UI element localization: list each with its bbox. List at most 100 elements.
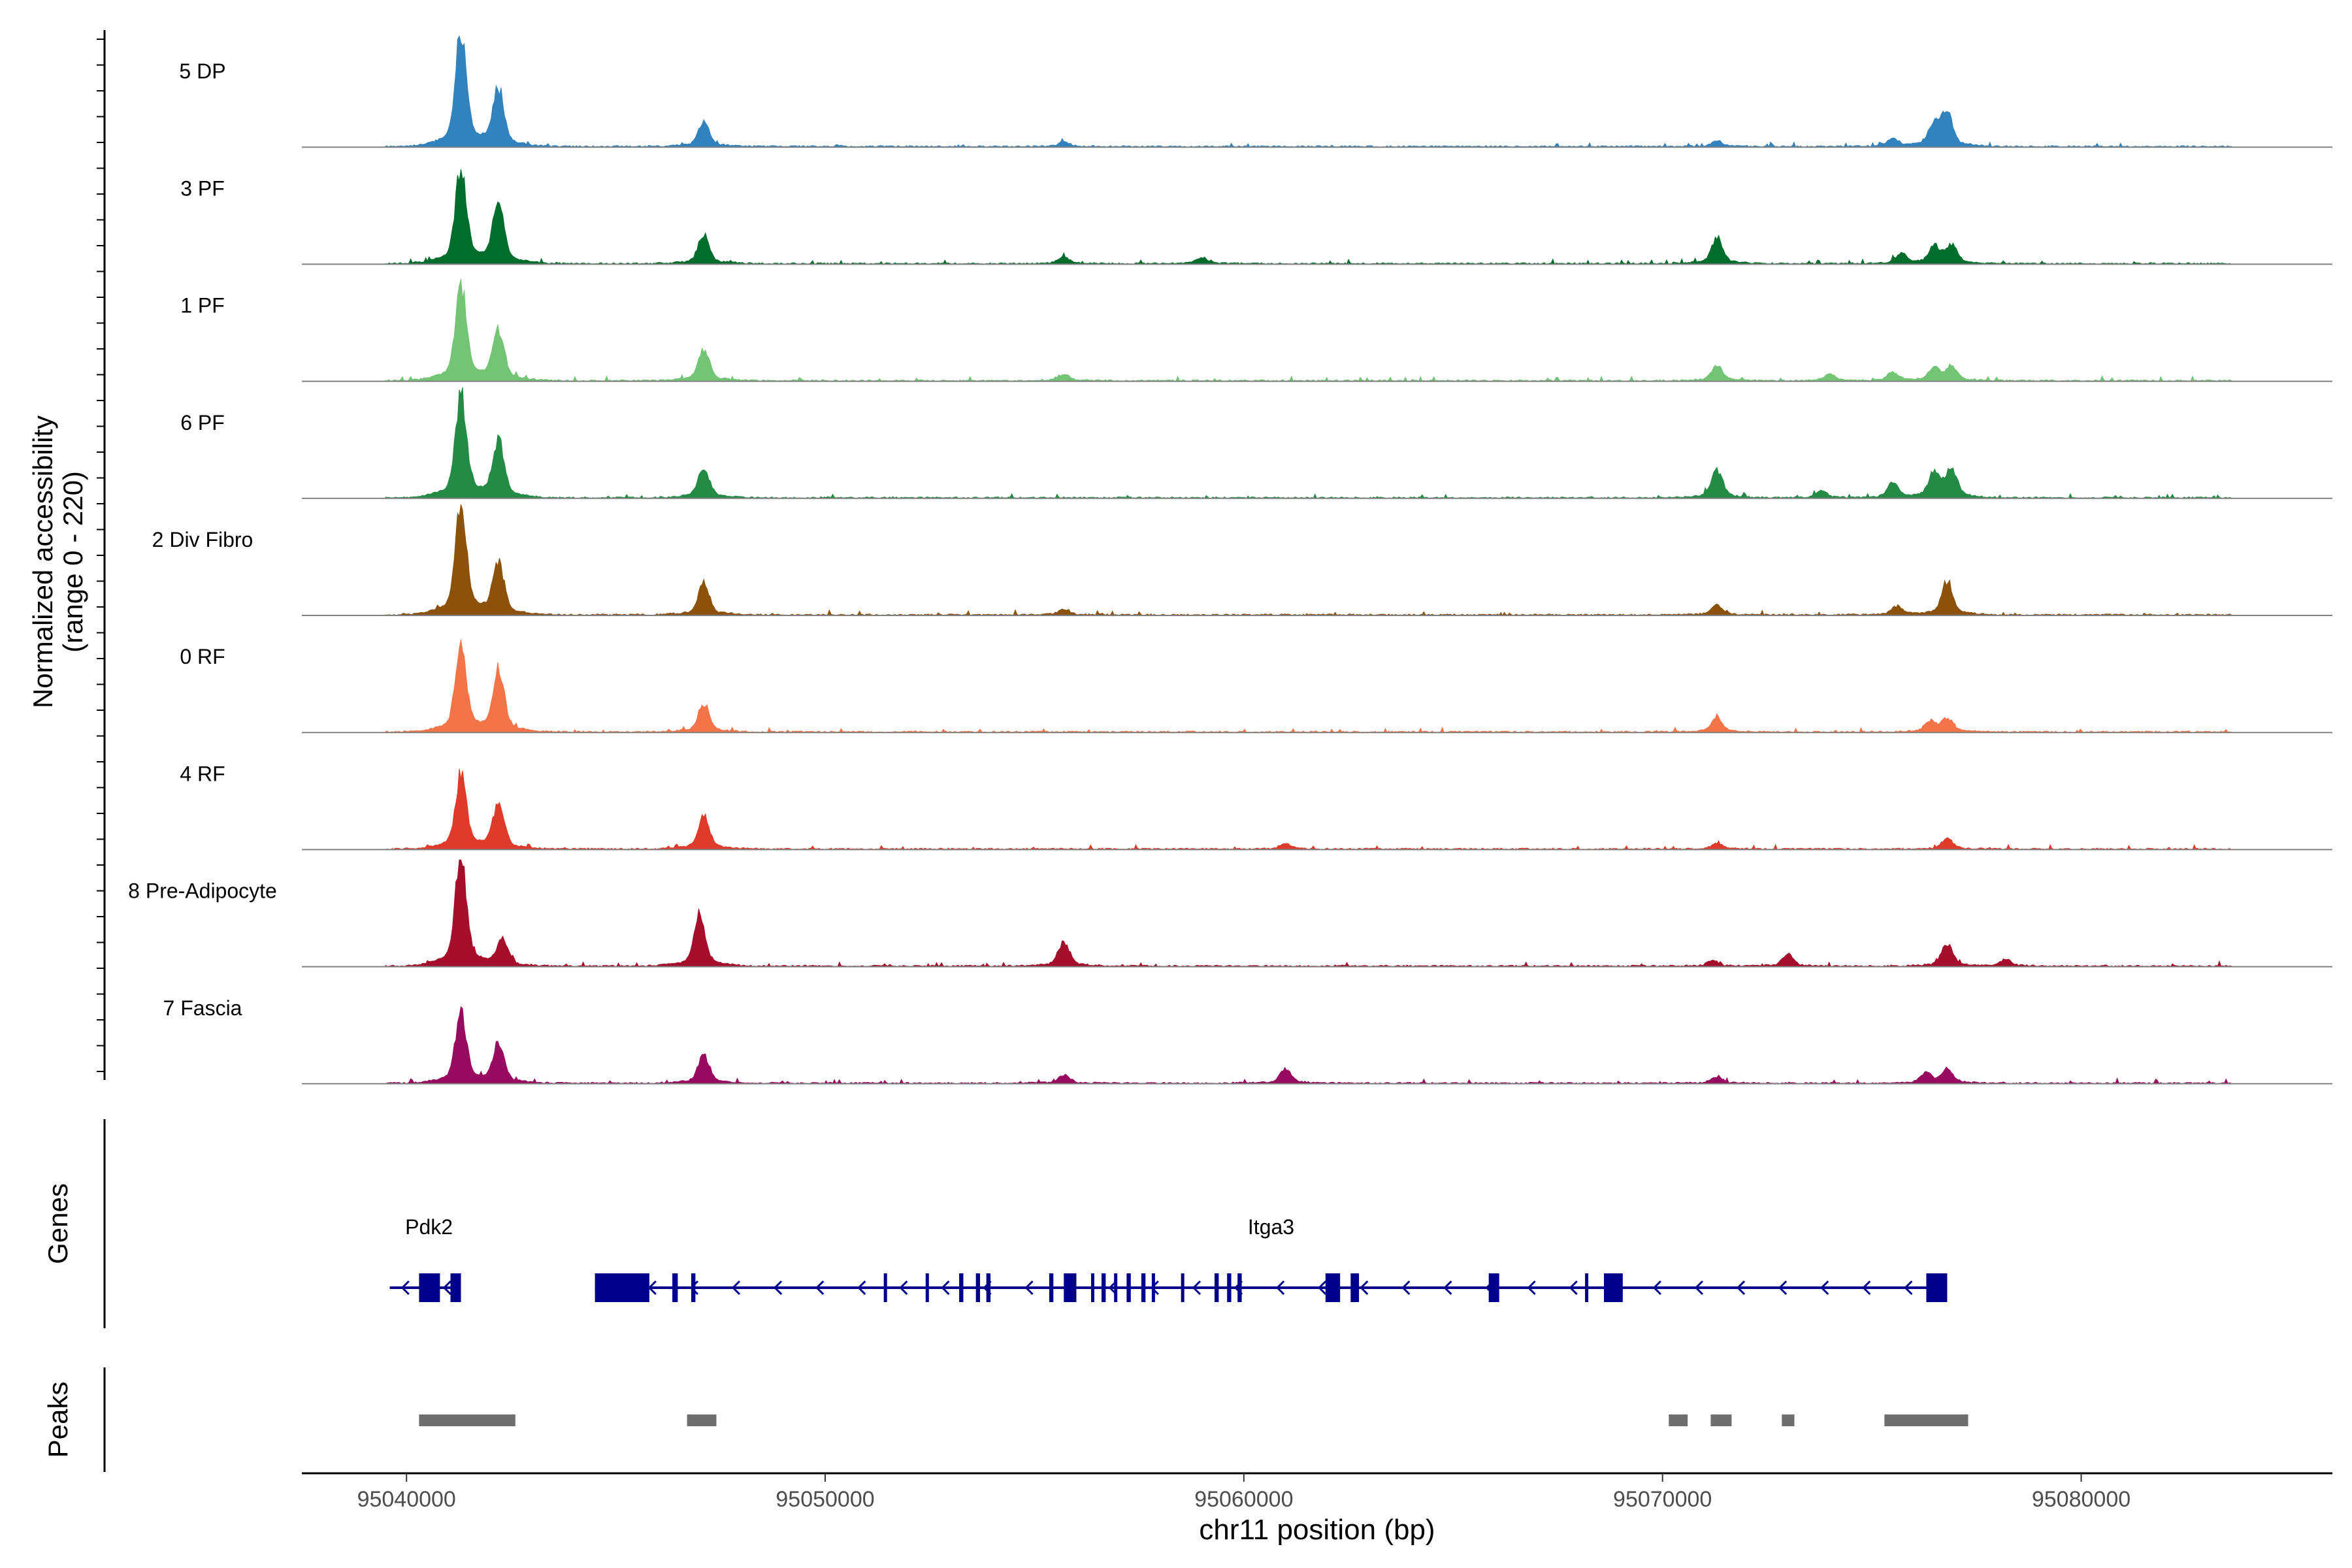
- track-2-div-fibro: 2 Div Fibro: [152, 504, 2332, 617]
- strand-arrow: [1360, 1280, 1369, 1296]
- genes-panel-label: Genes: [42, 1183, 73, 1264]
- exon: [1325, 1273, 1341, 1302]
- y-axis-ticks: [97, 39, 105, 1072]
- exon: [1126, 1273, 1131, 1302]
- exon: [975, 1273, 981, 1302]
- gene-name-label: Itga3: [1248, 1215, 1294, 1239]
- exon: [1227, 1273, 1232, 1302]
- gene-annotations: Pdk2 Itga3: [389, 1215, 1948, 1302]
- strand-arrow: [1694, 1280, 1704, 1296]
- coverage-area: [385, 640, 2232, 733]
- coverage-area: [385, 1005, 2233, 1085]
- coverage-area: [385, 278, 2233, 382]
- exon: [1604, 1273, 1623, 1302]
- exon: [1049, 1273, 1054, 1302]
- peaks-panel-label: Peaks: [42, 1382, 73, 1458]
- exon: [672, 1273, 678, 1302]
- gene-itga3: Itga3: [595, 1215, 1948, 1302]
- exon: [450, 1273, 461, 1302]
- strand-arrow: [442, 1280, 451, 1296]
- y-axis-range-label: (range 0 - 220): [57, 471, 88, 653]
- track-label: 8 Pre-Adipocyte: [128, 879, 277, 903]
- coverage-area: [385, 387, 2232, 499]
- exon: [1102, 1273, 1106, 1302]
- track-label: 3 PF: [180, 176, 225, 200]
- track-4-rf: 4 RF: [180, 762, 2332, 851]
- track-label: 1 PF: [180, 294, 225, 318]
- exon: [1064, 1273, 1077, 1302]
- track-label: 5 DP: [179, 59, 225, 83]
- strand-arrow: [1150, 1280, 1159, 1296]
- coverage-area: [385, 504, 2233, 617]
- exon: [1237, 1273, 1242, 1302]
- exon: [1488, 1273, 1499, 1302]
- strand-arrow: [1401, 1280, 1411, 1296]
- strand-arrow: [1736, 1280, 1746, 1296]
- track-label: 4 RF: [180, 762, 225, 785]
- peak-regions: [419, 1414, 1968, 1426]
- strand-arrow: [400, 1280, 410, 1296]
- strand-arrow: [899, 1280, 908, 1296]
- strand-arrow: [1192, 1280, 1201, 1296]
- accessibility-tracks: 5 DP 3 PF 1 PF 6 PF 2 Div Fibro 0 RF 4 RF 8 Pre…: [128, 35, 2332, 1085]
- y-axis-label: Normalized accessibility: [27, 416, 58, 708]
- strand-arrow: [1904, 1280, 1913, 1296]
- exon: [1114, 1273, 1118, 1302]
- exon: [1141, 1273, 1146, 1302]
- peak-bar: [1669, 1414, 1688, 1426]
- exon: [959, 1273, 964, 1302]
- strand-arrow: [1527, 1280, 1536, 1296]
- track-8-pre-adipocyte: 8 Pre-Adipocyte: [128, 859, 2332, 968]
- strand-arrow: [1276, 1280, 1285, 1296]
- exon: [1350, 1273, 1360, 1302]
- exon: [1926, 1273, 1948, 1302]
- strand-arrow: [1443, 1280, 1452, 1296]
- strand-arrow: [1024, 1280, 1034, 1296]
- peak-bar: [419, 1414, 515, 1426]
- exon: [1215, 1273, 1219, 1302]
- track-1-pf: 1 PF: [180, 278, 2332, 382]
- strand-arrow: [1652, 1280, 1661, 1296]
- coverage-area: [385, 169, 2232, 265]
- x-tick-label: 95070000: [1613, 1487, 1712, 1512]
- exon: [419, 1273, 440, 1302]
- track-label: 6 PF: [180, 411, 225, 434]
- strand-arrow: [1569, 1280, 1578, 1296]
- peak-bar: [687, 1414, 717, 1426]
- track-label: 7 Fascia: [163, 996, 242, 1020]
- peak-bar: [1884, 1414, 1968, 1426]
- x-axis-ticks: 95040000 95050000 95060000 95070000 95080000: [357, 1473, 2131, 1512]
- exon: [883, 1273, 887, 1302]
- exon: [1181, 1273, 1184, 1302]
- track-6-pf: 6 PF: [180, 387, 2332, 499]
- exon: [925, 1273, 929, 1302]
- track-0-rf: 0 RF: [180, 640, 2332, 734]
- exon: [1585, 1273, 1589, 1302]
- strand-arrow: [1820, 1280, 1829, 1296]
- x-tick-label: 95060000: [1194, 1487, 1293, 1512]
- strand-arrow: [689, 1280, 699, 1296]
- strand-arrow: [731, 1280, 741, 1296]
- x-axis-label: chr11 position (bp): [1199, 1514, 1435, 1546]
- strand-arrow: [1318, 1280, 1327, 1296]
- track-7-fascia: 7 Fascia: [163, 996, 2332, 1085]
- track-3-pf: 3 PF: [180, 169, 2332, 265]
- gene-name-label: Pdk2: [405, 1215, 453, 1239]
- gene-pdk2: Pdk2: [389, 1215, 461, 1302]
- peak-bar: [1710, 1414, 1732, 1426]
- x-tick-label: 95050000: [776, 1487, 874, 1512]
- strand-arrow: [857, 1280, 866, 1296]
- strand-arrow: [815, 1280, 825, 1296]
- exon: [595, 1273, 649, 1302]
- track-label: 0 RF: [180, 645, 225, 668]
- strand-arrow: [941, 1280, 950, 1296]
- exon: [1151, 1273, 1155, 1302]
- coverage-area: [385, 35, 2233, 148]
- x-tick-label: 95080000: [2032, 1487, 2131, 1512]
- track-label: 2 Div Fibro: [152, 528, 253, 551]
- coverage-area: [385, 768, 2232, 851]
- x-tick-label: 95040000: [357, 1487, 456, 1512]
- exon: [1091, 1273, 1094, 1302]
- exon: [986, 1273, 991, 1302]
